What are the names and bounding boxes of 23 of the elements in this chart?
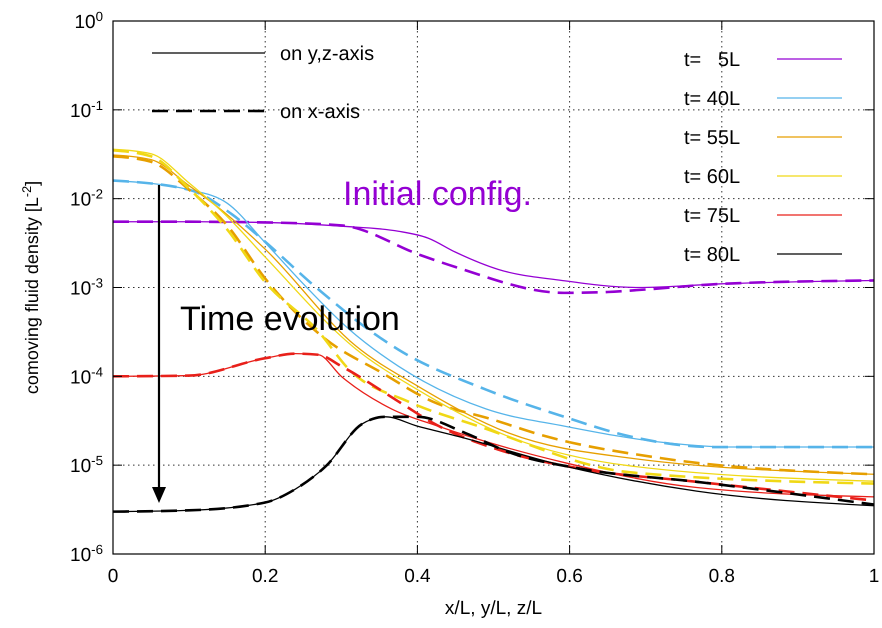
annotation: on x-axis xyxy=(280,101,360,123)
legend-label: t= 60L xyxy=(684,166,740,188)
y-tick-label: 10$^{-1}$ xyxy=(70,97,103,122)
annotation: Initial config. xyxy=(343,175,532,213)
x-axis-title: x/L, y/L, z/L xyxy=(444,598,542,619)
legend-label: t= 5L xyxy=(684,49,740,71)
y-tick-label: 10$^{-2}$ xyxy=(70,186,103,211)
x-tick-label: 1 xyxy=(868,566,880,587)
legend-label: t= 80L xyxy=(684,244,740,266)
x-tick-label: 0.8 xyxy=(708,566,736,587)
x-tick-label: 0.4 xyxy=(404,566,432,587)
x-tick-label: 0 xyxy=(108,566,118,587)
y-tick-label: 10$^{0}$ xyxy=(74,8,103,33)
y-tick-label: 10$^{-5}$ xyxy=(70,452,103,478)
y-tick-label: 10$^{-6}$ xyxy=(70,542,103,566)
y-tick-label: 10$^{-4}$ xyxy=(70,364,103,388)
annotation: on y,z-axis xyxy=(280,43,374,65)
legend-label: t= 55L xyxy=(684,127,740,149)
x-tick-label: 0.6 xyxy=(556,566,583,587)
legend-label: t= 75L xyxy=(684,205,740,227)
y-tick-label: 10$^{-3}$ xyxy=(70,275,103,300)
x-tick-label: 0.2 xyxy=(252,566,278,587)
legend-label: t= 40L xyxy=(684,88,740,110)
